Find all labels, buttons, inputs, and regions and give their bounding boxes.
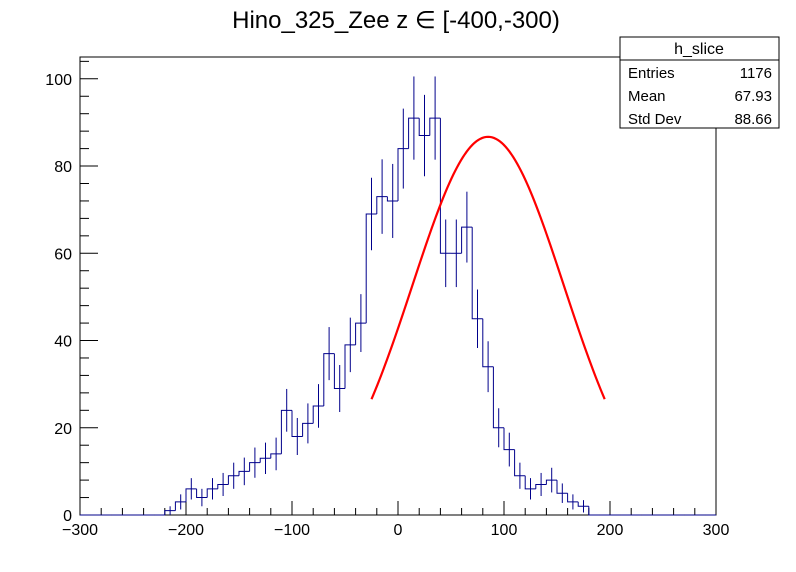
histogram-bin xyxy=(280,409,292,454)
stats-box-title: h_slice xyxy=(674,41,724,58)
y-tick-label: 100 xyxy=(45,72,72,89)
histogram-bin xyxy=(577,501,589,507)
fit-curve xyxy=(370,135,606,400)
histogram-bin xyxy=(196,488,208,499)
histogram-bin xyxy=(312,405,324,424)
histogram-bin xyxy=(492,366,504,429)
x-axis: −300 −200 −100 0 100 200 300 xyxy=(62,501,729,539)
x-tick-label: 300 xyxy=(703,522,730,539)
x-tick-label: 100 xyxy=(491,522,518,539)
histogram-bin xyxy=(259,457,271,463)
histogram-bin xyxy=(270,453,282,459)
histogram-bin xyxy=(471,227,483,320)
histogram-bin xyxy=(217,483,229,489)
histogram-bin xyxy=(227,475,239,485)
stats-entries-label: Entries xyxy=(628,65,675,82)
histogram-bin xyxy=(365,213,377,324)
stats-box-frame xyxy=(619,36,780,129)
histogram-bin xyxy=(408,117,420,149)
histogram-bin xyxy=(291,410,303,437)
histogram-bin xyxy=(461,226,473,254)
histogram-bin xyxy=(386,196,398,202)
histogram-bin xyxy=(429,117,441,136)
histogram-bin xyxy=(323,353,335,406)
histogram-bin xyxy=(503,427,515,451)
x-tick-label: −100 xyxy=(274,522,310,539)
error-bars xyxy=(169,76,584,515)
histogram-bin xyxy=(545,479,557,485)
histogram-bin xyxy=(344,344,356,389)
histogram-bin xyxy=(567,493,579,503)
histogram-bin xyxy=(333,353,345,390)
x-tick-label: 0 xyxy=(394,522,403,539)
histogram-bin xyxy=(418,118,430,137)
histogram-bin xyxy=(482,318,494,368)
y-tick-label: 40 xyxy=(54,334,72,351)
y-tick-label: 0 xyxy=(63,508,72,525)
histogram-bin xyxy=(238,470,250,476)
histogram-bin xyxy=(302,422,314,437)
histogram-bin xyxy=(535,483,547,489)
histogram-bin xyxy=(524,475,536,490)
stats-box: h_slice Entries 1176 Mean 67.93 Std Dev … xyxy=(619,36,780,129)
stats-mean-value: 67.93 xyxy=(734,88,772,105)
histogram-bin xyxy=(185,488,197,502)
stats-mean-label: Mean xyxy=(628,88,666,105)
chart-title: Hino_325_Zee z ∈ [-400,-300) xyxy=(232,7,560,34)
stats-stddev-value: 88.66 xyxy=(734,111,772,128)
stats-stddev-label: Std Dev xyxy=(628,111,682,128)
stats-entries-value: 1176 xyxy=(740,65,772,82)
y-tick-label: 80 xyxy=(54,159,72,176)
histogram-bin xyxy=(556,480,568,494)
x-tick-label: −200 xyxy=(168,522,204,539)
histogram-bin xyxy=(164,510,176,515)
histogram-bin xyxy=(249,462,261,472)
y-tick-label: 20 xyxy=(54,421,72,438)
histogram-bin xyxy=(397,148,409,201)
histogram-bin xyxy=(439,118,451,254)
x-tick-label: −300 xyxy=(62,522,98,539)
histogram-bin xyxy=(174,501,186,511)
histogram-bin xyxy=(376,196,388,215)
y-axis: 0 20 40 60 80 100 xyxy=(45,60,98,525)
x-tick-label: 200 xyxy=(597,522,624,539)
histogram-bin xyxy=(355,322,367,345)
histogram-bin xyxy=(206,488,218,498)
histogram-bin xyxy=(514,449,526,477)
histogram-series xyxy=(80,117,716,516)
histogram-bin xyxy=(588,506,600,516)
y-tick-label: 60 xyxy=(54,246,72,263)
